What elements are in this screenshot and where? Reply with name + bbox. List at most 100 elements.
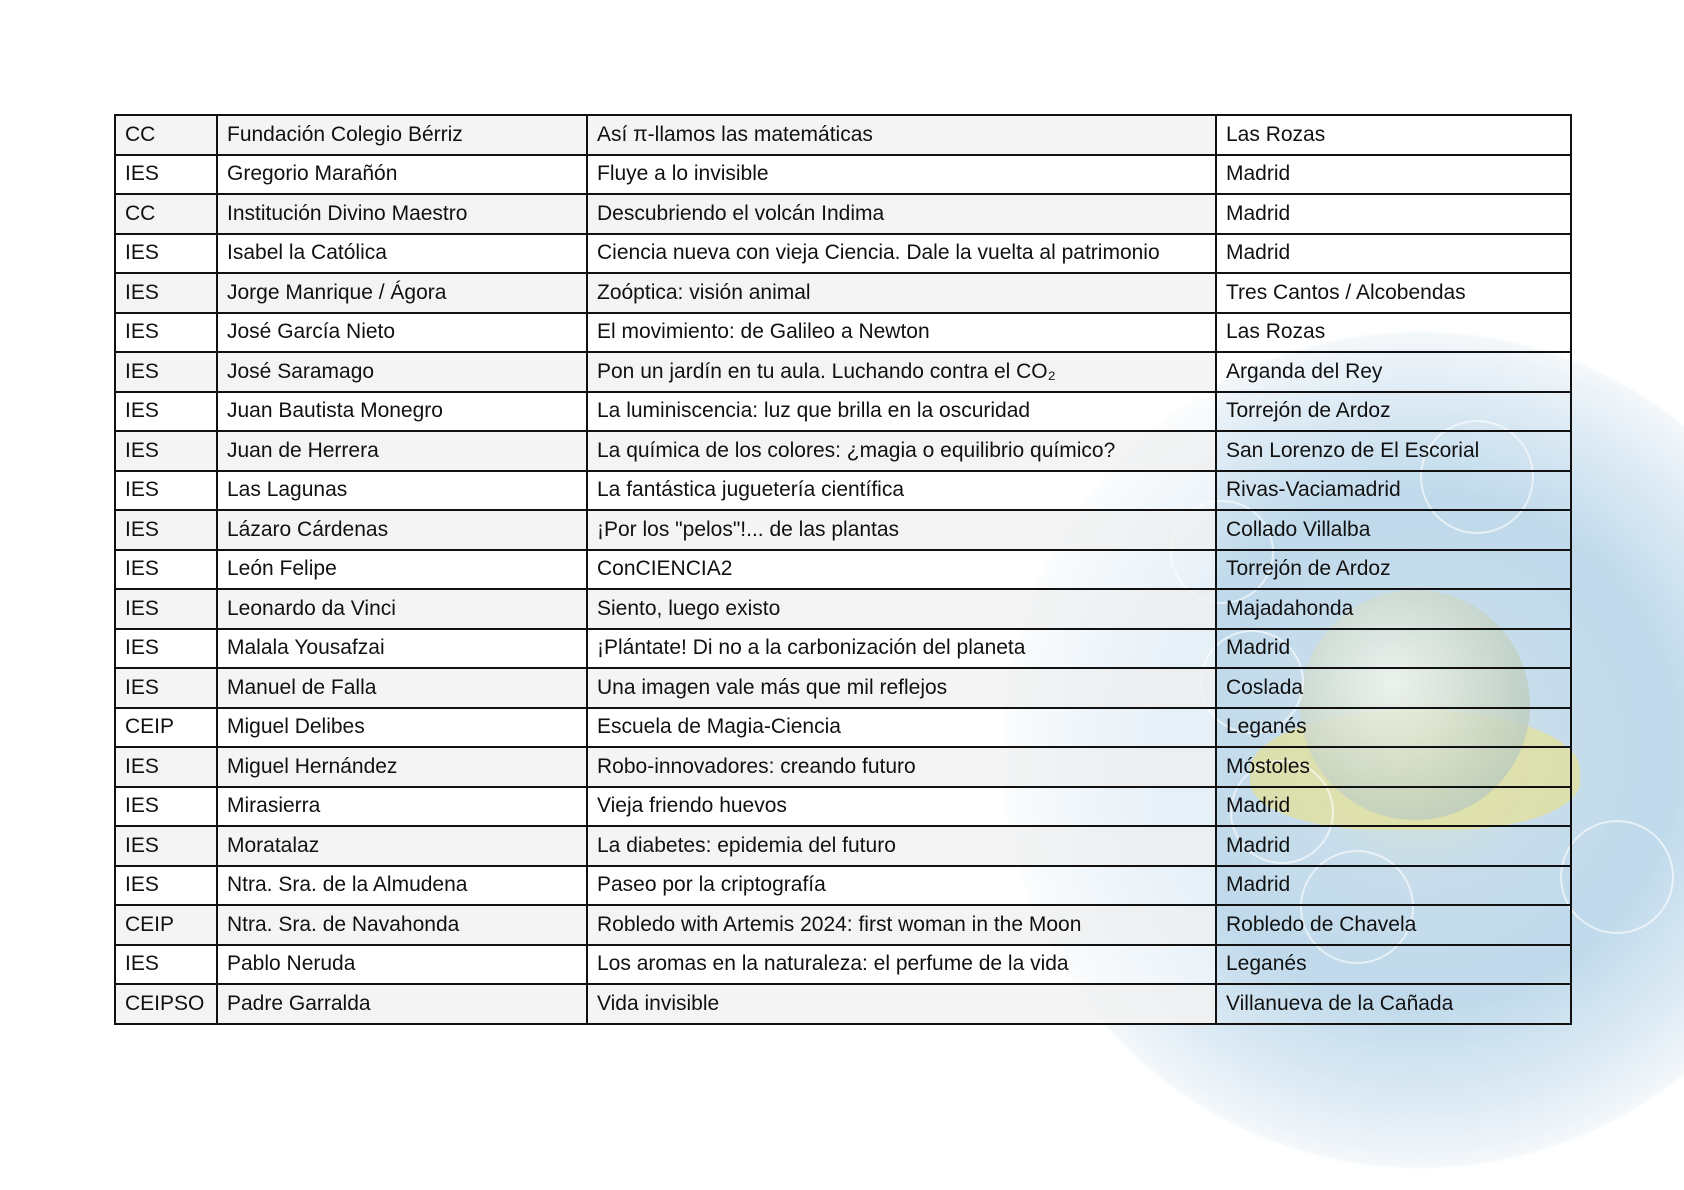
- table-row: IES Pablo Neruda Los aromas en la naturale…: [114, 943, 1572, 985]
- table-row: IES Jorge Manrique / Ágora Zoóptica: visió…: [114, 272, 1572, 314]
- city-cell: Villanueva de la Cañada: [1215, 983, 1572, 1025]
- school-name-cell: León Felipe: [216, 548, 588, 590]
- table-row: IES Mirasierra Vieja friendo huevos Madrid: [114, 785, 1572, 827]
- school-name-cell: Juan de Herrera: [216, 430, 588, 472]
- school-name-cell: Moratalaz: [216, 825, 588, 867]
- table-row: IES Lázaro Cárdenas ¡Por los "pelos"!... d…: [114, 509, 1572, 551]
- school-type-cell: IES: [114, 311, 218, 353]
- city-cell: Majadahonda: [1215, 588, 1572, 630]
- school-type-cell: IES: [114, 153, 218, 195]
- project-title-cell: La diabetes: epidemia del futuro: [586, 825, 1217, 867]
- table-row: IES Moratalaz La diabetes: epidemia del fu…: [114, 825, 1572, 867]
- school-name-cell: Malala Yousafzai: [216, 627, 588, 669]
- city-cell: Coslada: [1215, 667, 1572, 709]
- table-row: IES José Saramago Pon un jardín en tu aula…: [114, 351, 1572, 393]
- project-title-cell: La química de los colores: ¿magia o equi…: [586, 430, 1217, 472]
- city-cell: Rivas-Vaciamadrid: [1215, 469, 1572, 511]
- school-name-cell: Padre Garralda: [216, 983, 588, 1025]
- school-type-cell: IES: [114, 825, 218, 867]
- table-row: IES Juan Bautista Monegro La luminiscencia…: [114, 390, 1572, 432]
- city-cell: Madrid: [1215, 232, 1572, 274]
- schools-table: CC Fundación Colegio Bérriz Así π-llamos l…: [114, 114, 1572, 1025]
- school-name-cell: Juan Bautista Monegro: [216, 390, 588, 432]
- city-cell: Leganés: [1215, 706, 1572, 748]
- school-type-cell: IES: [114, 390, 218, 432]
- school-type-cell: IES: [114, 785, 218, 827]
- school-type-cell: IES: [114, 469, 218, 511]
- city-cell: Torrejón de Ardoz: [1215, 390, 1572, 432]
- city-cell: Leganés: [1215, 943, 1572, 985]
- project-title-cell: Robo-innovadores: creando futuro: [586, 746, 1217, 788]
- project-title-cell: Así π-llamos las matemáticas: [586, 114, 1217, 156]
- table-row: IES Leonardo da Vinci Siento, luego existo…: [114, 588, 1572, 630]
- school-type-cell: CC: [114, 193, 218, 235]
- project-title-cell: ConCIENCIA2: [586, 548, 1217, 590]
- school-name-cell: Leonardo da Vinci: [216, 588, 588, 630]
- school-type-cell: IES: [114, 272, 218, 314]
- project-title-cell: Siento, luego existo: [586, 588, 1217, 630]
- table-row: IES León Felipe ConCIENCIA2 Torrejón de Ard…: [114, 548, 1572, 590]
- table-row: IES Isabel la Católica Ciencia nueva con v…: [114, 232, 1572, 274]
- school-type-cell: IES: [114, 509, 218, 551]
- city-cell: Madrid: [1215, 153, 1572, 195]
- project-title-cell: Fluye a lo invisible: [586, 153, 1217, 195]
- school-name-cell: José Saramago: [216, 351, 588, 393]
- project-title-cell: Los aromas en la naturaleza: el perfume …: [586, 943, 1217, 985]
- school-name-cell: Jorge Manrique / Ágora: [216, 272, 588, 314]
- school-type-cell: IES: [114, 430, 218, 472]
- city-cell: Arganda del Rey: [1215, 351, 1572, 393]
- table-row: IES Juan de Herrera La química de los colo…: [114, 430, 1572, 472]
- table-row: IES Manuel de Falla Una imagen vale más qu…: [114, 667, 1572, 709]
- school-name-cell: Miguel Hernández: [216, 746, 588, 788]
- city-cell: Robledo de Chavela: [1215, 904, 1572, 946]
- table-row: CC Fundación Colegio Bérriz Así π-llamos l…: [114, 114, 1572, 156]
- city-cell: Madrid: [1215, 864, 1572, 906]
- project-title-cell: Vieja friendo huevos: [586, 785, 1217, 827]
- school-type-cell: IES: [114, 232, 218, 274]
- table-row: IES José García Nieto El movimiento: de Ga…: [114, 311, 1572, 353]
- school-type-cell: IES: [114, 627, 218, 669]
- school-name-cell: Gregorio Marañón: [216, 153, 588, 195]
- project-title-cell: Escuela de Magia-Ciencia: [586, 706, 1217, 748]
- school-name-cell: Mirasierra: [216, 785, 588, 827]
- school-name-cell: Miguel Delibes: [216, 706, 588, 748]
- school-name-cell: Lázaro Cárdenas: [216, 509, 588, 551]
- school-type-cell: CEIP: [114, 904, 218, 946]
- table-row: IES Las Lagunas La fantástica juguetería c…: [114, 469, 1572, 511]
- project-title-cell: Zoóptica: visión animal: [586, 272, 1217, 314]
- project-title-cell: Paseo por la criptografía: [586, 864, 1217, 906]
- school-type-cell: IES: [114, 864, 218, 906]
- school-type-cell: CEIP: [114, 706, 218, 748]
- school-type-cell: IES: [114, 351, 218, 393]
- school-name-cell: Pablo Neruda: [216, 943, 588, 985]
- project-title-cell: Descubriendo el volcán Indima: [586, 193, 1217, 235]
- school-name-cell: José García Nieto: [216, 311, 588, 353]
- project-title-cell: La fantástica juguetería científica: [586, 469, 1217, 511]
- school-name-cell: Ntra. Sra. de la Almudena: [216, 864, 588, 906]
- project-title-cell: ¡Por los "pelos"!... de las plantas: [586, 509, 1217, 551]
- school-type-cell: IES: [114, 588, 218, 630]
- city-cell: Tres Cantos / Alcobendas: [1215, 272, 1572, 314]
- table-row: CEIP Ntra. Sra. de Navahonda Robledo with …: [114, 904, 1572, 946]
- city-cell: Móstoles: [1215, 746, 1572, 788]
- school-type-cell: IES: [114, 746, 218, 788]
- school-type-cell: IES: [114, 667, 218, 709]
- project-title-cell: Vida invisible: [586, 983, 1217, 1025]
- school-name-cell: Isabel la Católica: [216, 232, 588, 274]
- ai-chip-icon: [1560, 820, 1674, 934]
- school-name-cell: Institución Divino Maestro: [216, 193, 588, 235]
- city-cell: Madrid: [1215, 627, 1572, 669]
- city-cell: Collado Villalba: [1215, 509, 1572, 551]
- table-row: IES Malala Yousafzai ¡Plántate! Di no a la…: [114, 627, 1572, 669]
- table-row: CEIP Miguel Delibes Escuela de Magia-Cienc…: [114, 706, 1572, 748]
- city-cell: Madrid: [1215, 785, 1572, 827]
- project-title-cell: La luminiscencia: luz que brilla en la o…: [586, 390, 1217, 432]
- city-cell: Madrid: [1215, 825, 1572, 867]
- city-cell: Las Rozas: [1215, 311, 1572, 353]
- project-title-cell: Una imagen vale más que mil reflejos: [586, 667, 1217, 709]
- city-cell: Madrid: [1215, 193, 1572, 235]
- project-title-cell: ¡Plántate! Di no a la carbonización del …: [586, 627, 1217, 669]
- project-title-cell: El movimiento: de Galileo a Newton: [586, 311, 1217, 353]
- school-name-cell: Las Lagunas: [216, 469, 588, 511]
- city-cell: Las Rozas: [1215, 114, 1572, 156]
